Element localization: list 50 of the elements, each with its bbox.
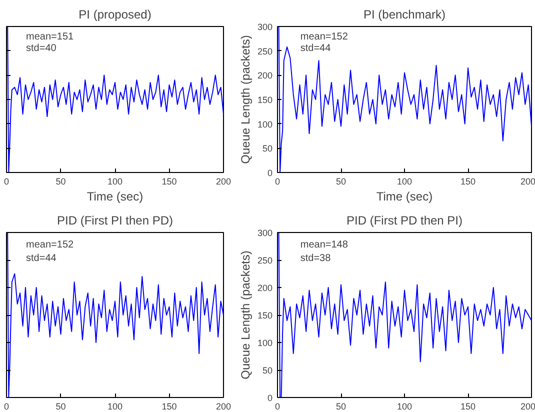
y-tick-label: 200: [257, 70, 273, 81]
y-tick-label: 250: [257, 46, 273, 56]
y-tick-label: 150: [257, 95, 273, 105]
annotation: std=44: [26, 252, 57, 264]
x-tick-label: 100: [107, 176, 123, 186]
y-axis-title: Queue Length (packets): [238, 35, 252, 164]
x-tick-label: 200: [520, 402, 535, 412]
y-tick-label: 150: [257, 310, 273, 320]
x-tick-label: 50: [56, 176, 66, 186]
x-tick-label: 0: [4, 402, 10, 412]
x-tick-label: 150: [162, 176, 177, 186]
x-axis-title: Time (sec): [376, 190, 433, 204]
y-tick-label: 50: [262, 144, 273, 154]
y-tick-label: 0: [267, 168, 273, 178]
annotation: mean=148: [300, 240, 348, 251]
annotation: std=38: [300, 252, 332, 264]
y-axis-title: Queue Length (packets): [238, 250, 252, 380]
annotation: std=44: [300, 43, 332, 54]
x-tick-label: 150: [162, 402, 177, 412]
chart-title: PI (proposed): [78, 8, 152, 22]
x-tick-label: 150: [460, 402, 476, 412]
annotation: mean=152: [26, 240, 74, 251]
x-tick-label: 0: [274, 402, 280, 412]
y-tick-label: 200: [257, 283, 273, 293]
chart-title: PI (benchmark): [363, 8, 446, 22]
x-tick-label: 150: [460, 176, 476, 186]
x-tick-label: 200: [216, 176, 232, 186]
annotation: std=40: [26, 43, 57, 54]
y-tick-label: 300: [257, 22, 273, 32]
y-tick-label: 100: [257, 338, 273, 348]
y-tick-label: 0: [267, 393, 273, 403]
x-tick-label: 200: [520, 176, 535, 186]
chart-title: PID (First PD then PI): [346, 214, 463, 228]
chart-title: PID (First PI then PD): [56, 214, 174, 228]
x-axis-title: Time (sec): [86, 190, 144, 204]
x-tick-label: 200: [216, 402, 232, 412]
annotation: mean=152: [300, 32, 348, 43]
x-tick-label: 50: [336, 402, 346, 412]
y-tick-label: 250: [257, 256, 273, 266]
x-tick-label: 50: [56, 402, 66, 412]
x-tick-label: 0: [274, 176, 280, 186]
x-tick-label: 50: [336, 176, 346, 186]
x-tick-label: 100: [107, 402, 123, 412]
x-tick-label: 0: [4, 176, 10, 186]
x-tick-label: 100: [396, 402, 412, 412]
y-tick-label: 300: [257, 228, 273, 238]
y-tick-label: 50: [262, 366, 273, 376]
y-tick-label: 100: [257, 119, 273, 130]
annotation: mean=151: [26, 32, 74, 43]
x-tick-label: 100: [396, 176, 412, 186]
